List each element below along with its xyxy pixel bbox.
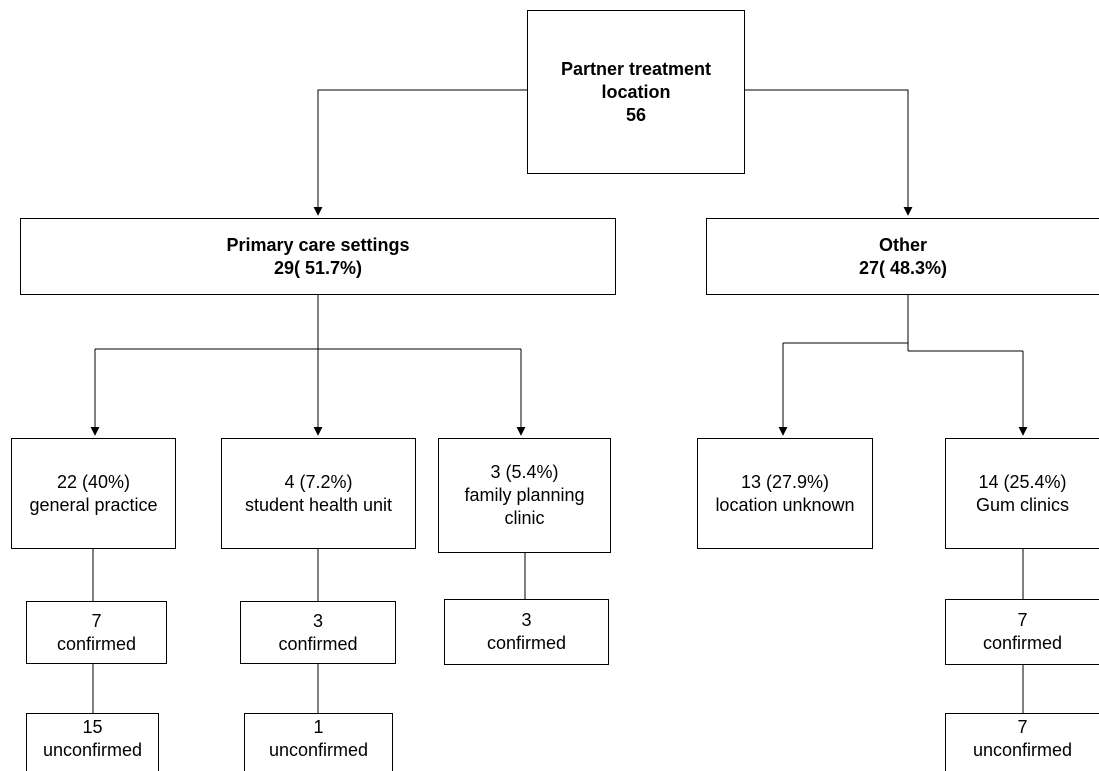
general-practice-unconfirmed-node: 15 unconfirmed bbox=[26, 713, 159, 771]
root-title-line2: location bbox=[601, 81, 671, 102]
general-practice-node: 22 (40%) general practice bbox=[11, 438, 176, 549]
gum-clinics-count: 14 (25.4%) bbox=[978, 471, 1067, 492]
root-title-line1: Partner treatment bbox=[560, 58, 712, 79]
root-node: Partner treatment location 56 bbox=[527, 10, 745, 174]
other-label: Other bbox=[878, 234, 927, 255]
gum-clinics-node: 14 (25.4%) Gum clinics bbox=[945, 438, 1099, 549]
family-planning-confirmed-node: 3 confirmed bbox=[444, 599, 609, 665]
sh-confirmed-label: confirmed bbox=[278, 633, 358, 654]
family-planning-label-2: clinic bbox=[504, 508, 545, 528]
primary-care-node: Primary care settings 29( 51.7%) bbox=[20, 218, 616, 295]
sh-unconfirmed-label: unconfirmed bbox=[268, 740, 369, 760]
fp-confirmed-label: confirmed bbox=[486, 633, 567, 653]
line-primary-branch bbox=[95, 295, 521, 350]
root-count: 56 bbox=[625, 104, 647, 125]
gp-unconfirmed-label: unconfirmed bbox=[42, 740, 143, 760]
sh-unconfirmed-count: 1 bbox=[313, 717, 324, 737]
family-planning-count: 3 (5.4%) bbox=[490, 462, 559, 482]
fp-confirmed-count: 3 bbox=[521, 610, 532, 630]
arrow-root-to-primary bbox=[313, 89, 527, 216]
gum-clinics-unconfirmed-node: 7 unconfirmed bbox=[945, 713, 1099, 771]
general-practice-label: general practice bbox=[29, 494, 158, 515]
primary-care-count: 29( 51.7%) bbox=[273, 257, 363, 278]
arrow-root-to-other bbox=[744, 89, 913, 216]
gum-unconfirmed-label: unconfirmed bbox=[972, 740, 1073, 760]
general-practice-count: 22 (40%) bbox=[56, 471, 131, 492]
line-other-branch bbox=[783, 295, 1023, 352]
location-unknown-count: 13 (27.9%) bbox=[740, 471, 830, 492]
gum-clinics-label: Gum clinics bbox=[975, 494, 1069, 515]
gum-clinics-confirmed-node: 7 confirmed bbox=[945, 599, 1099, 665]
student-health-confirmed-node: 3 confirmed bbox=[240, 601, 396, 664]
gum-unconfirmed-count: 7 bbox=[1017, 717, 1028, 737]
location-unknown-label: location unknown bbox=[715, 494, 855, 515]
gp-unconfirmed-count: 15 bbox=[82, 717, 103, 737]
primary-care-label: Primary care settings bbox=[226, 234, 410, 255]
other-node: Other 27( 48.3%) bbox=[706, 218, 1099, 295]
student-health-count: 4 (7.2%) bbox=[284, 471, 353, 492]
student-health-label: student health unit bbox=[244, 494, 393, 515]
general-practice-confirmed-node: 7 confirmed bbox=[26, 601, 167, 664]
sh-confirmed-count: 3 bbox=[312, 610, 323, 631]
location-unknown-node: 13 (27.9%) location unknown bbox=[697, 438, 873, 549]
family-planning-label-1: family planning bbox=[464, 485, 585, 505]
student-health-unconfirmed-node: 1 unconfirmed bbox=[244, 713, 393, 771]
other-count: 27( 48.3%) bbox=[858, 257, 948, 278]
gum-confirmed-label: confirmed bbox=[982, 633, 1063, 653]
gp-confirmed-label: confirmed bbox=[56, 633, 137, 654]
gp-confirmed-count: 7 bbox=[91, 610, 102, 631]
family-planning-node: 3 (5.4%) family planning clinic bbox=[438, 438, 611, 553]
student-health-node: 4 (7.2%) student health unit bbox=[221, 438, 416, 549]
gum-confirmed-count: 7 bbox=[1017, 610, 1028, 630]
